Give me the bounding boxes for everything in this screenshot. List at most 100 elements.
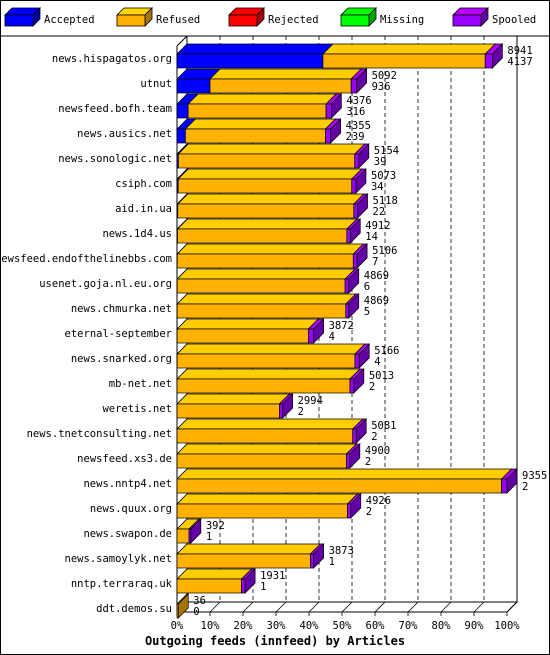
tick-mark — [209, 601, 221, 613]
accepted-value-label: 4 — [329, 331, 335, 343]
bar-refused — [176, 278, 346, 294]
offered-value-label: 36 — [193, 595, 206, 607]
bar-spooled — [350, 78, 357, 94]
category-label: news.snarked.org — [71, 353, 172, 365]
accepted-value-label: 2 — [366, 506, 372, 518]
bar-refused — [176, 378, 351, 394]
bar-refused — [177, 178, 353, 194]
x-tick-label: 100% — [494, 620, 520, 632]
offered-value-label: 4376 — [346, 95, 371, 107]
x-tick-label: 80% — [432, 620, 452, 632]
tick-mark — [374, 601, 386, 613]
x-tick-label: 70% — [399, 620, 419, 632]
accepted-value-label: 936 — [372, 81, 391, 93]
bar-side — [350, 493, 362, 519]
bar-accepted — [176, 103, 189, 119]
bar-refused — [177, 228, 348, 244]
bar-refused — [209, 78, 352, 94]
bar-refused — [322, 53, 486, 69]
category-label: news.samoylyk.net — [65, 553, 172, 565]
legend-swatch-spooled — [452, 14, 482, 27]
bar-spooled — [349, 378, 355, 394]
bar-spooled — [279, 403, 283, 419]
bar-top-refused — [176, 418, 364, 430]
bar-spooled — [354, 353, 360, 369]
bar-accepted — [176, 78, 211, 94]
category-label: mb-net.net — [109, 378, 172, 390]
bar-spooled — [345, 303, 350, 319]
offered-value-label: 5166 — [374, 345, 399, 357]
legend-swatch-accepted — [4, 14, 34, 27]
category-label: news.chmurka.net — [71, 303, 172, 315]
category-label: utnut — [140, 78, 172, 90]
bar-side — [331, 93, 342, 119]
bar-spooled — [354, 153, 360, 169]
accepted-value-label: 22 — [373, 206, 386, 218]
chart-title: Outgoing feeds (innfeed) by Articles — [145, 634, 405, 648]
bar-side — [357, 193, 368, 219]
offered-value-label: 4869 — [364, 270, 389, 282]
bar-side — [313, 543, 324, 569]
bar-refused — [176, 303, 347, 319]
accepted-value-label: 1 — [329, 556, 335, 568]
accepted-value-label: 4 — [374, 356, 380, 368]
category-label: csiph.com — [115, 178, 172, 190]
category-label: news.hispagatos.org — [52, 53, 172, 65]
offered-value-label: 9355 — [522, 470, 547, 482]
x-tick-label: 30% — [267, 620, 287, 632]
category-label: aid.in.ua — [115, 203, 172, 215]
bar-spooled — [346, 228, 351, 244]
accepted-value-label: 6 — [364, 281, 370, 293]
bar-refused — [176, 503, 348, 519]
accepted-value-label: 5 — [364, 306, 370, 318]
bar-side — [358, 143, 370, 169]
legend-label-rejected: Rejected — [268, 14, 319, 26]
accepted-value-label: 1 — [206, 531, 212, 543]
bar-side — [190, 518, 202, 544]
bar-top-refused — [176, 368, 361, 380]
category-label: eternal-september — [65, 328, 172, 340]
offered-value-label: 392 — [206, 520, 225, 532]
bar-spooled — [501, 478, 508, 494]
bar-side — [348, 268, 360, 294]
bar-side — [355, 418, 367, 444]
accepted-value-label: 7 — [372, 256, 378, 268]
accepted-value-label: 239 — [346, 131, 365, 143]
bar-refused — [176, 553, 311, 569]
bar-refused — [178, 153, 356, 169]
bar-side — [355, 168, 367, 194]
bar-side — [282, 393, 293, 419]
x-tick-label: 20% — [234, 620, 254, 632]
offered-value-label: 5073 — [371, 170, 396, 182]
bar-side — [244, 568, 256, 594]
tick-mark — [506, 601, 518, 613]
legend-label-refused: Refused — [156, 14, 200, 26]
bar-top-refused — [184, 118, 337, 130]
bar-side — [313, 318, 324, 344]
x-tick-label: 90% — [465, 620, 485, 632]
bar-spooled — [241, 578, 246, 594]
bar-side — [348, 293, 360, 319]
accepted-value-label: 2 — [369, 381, 375, 393]
accepted-value-label: 39 — [374, 156, 387, 168]
accepted-value-label: 14 — [365, 231, 378, 243]
accepted-value-label: 0 — [193, 606, 199, 618]
accepted-value-label: 34 — [371, 181, 384, 193]
category-label: nntp.terraraq.uk — [71, 578, 173, 590]
x-tick-label: 50% — [333, 620, 353, 632]
bar-top-refused — [176, 393, 291, 405]
bar-accepted — [176, 128, 186, 144]
offered-value-label: 4926 — [366, 495, 391, 507]
tick-mark — [242, 601, 254, 613]
bar-side — [356, 68, 367, 94]
category-label: newsfeed.endofthelinebbs.com — [0, 253, 172, 265]
bar-spooled — [352, 253, 358, 269]
offered-value-label: 5081 — [371, 420, 396, 432]
bar-top-refused — [176, 193, 365, 205]
bar-side — [358, 343, 370, 369]
bar-top-refused — [177, 143, 366, 155]
offered-value-label: 5013 — [369, 370, 394, 382]
category-label: news.tnetconsulting.net — [27, 428, 172, 440]
accepted-value-label: 2 — [522, 481, 528, 493]
x-tick-label: 10% — [201, 620, 221, 632]
